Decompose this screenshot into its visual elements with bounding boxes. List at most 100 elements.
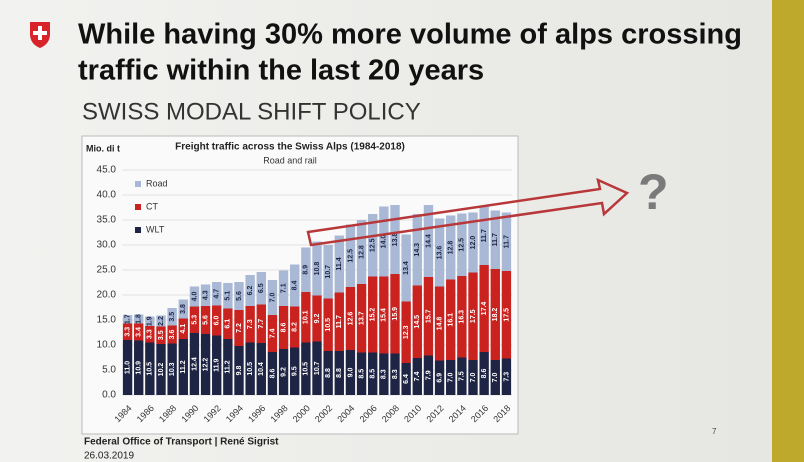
data-label: 10.2 xyxy=(158,363,165,377)
data-label: 8.6 xyxy=(269,369,276,379)
data-label: 7.0 xyxy=(269,293,276,303)
data-label: 14.3 xyxy=(414,243,421,257)
data-label: 13.7 xyxy=(358,311,365,325)
data-label: 10.8 xyxy=(314,262,321,276)
subtitle: SWISS MODAL SHIFT POLICY xyxy=(82,98,421,125)
data-label: 12.4 xyxy=(191,357,198,371)
data-label: 2.2 xyxy=(158,316,165,326)
data-label: 7.7 xyxy=(258,319,265,329)
data-label: 6.9 xyxy=(436,373,443,383)
data-label: 5.6 xyxy=(236,291,243,301)
data-label: 13.4 xyxy=(403,261,410,275)
footer-source: Federal Office of Transport | René Sigri… xyxy=(84,437,279,448)
data-label: 1.8 xyxy=(136,314,143,324)
data-label: 11.7 xyxy=(492,233,499,246)
data-label: 12.0 xyxy=(470,236,477,250)
y-tick-label: 35.0 xyxy=(97,215,117,226)
data-label: 18.2 xyxy=(492,308,499,322)
data-label: 9.2 xyxy=(314,314,321,324)
data-label: 15.7 xyxy=(425,309,432,323)
data-label: 13.8 xyxy=(392,233,399,247)
wall xyxy=(772,0,804,462)
data-label: 1.9 xyxy=(147,316,154,326)
legend-label: Road xyxy=(146,178,168,188)
data-label: 4.1 xyxy=(180,324,187,334)
chart-subtitle: Road and rail xyxy=(263,155,317,165)
data-label: 7.0 xyxy=(470,373,477,383)
y-axis-label: Mio. di t xyxy=(86,143,120,153)
data-label: 11.7 xyxy=(336,315,343,328)
data-label: 17.4 xyxy=(481,302,488,316)
y-tick-label: 5.0 xyxy=(102,365,116,376)
data-label: 3.8 xyxy=(180,304,187,314)
data-label: 3.6 xyxy=(169,330,176,340)
data-label: 7.9 xyxy=(425,370,432,380)
data-label: 10.9 xyxy=(136,361,143,375)
data-label: 7.4 xyxy=(414,372,421,382)
data-label: 10.7 xyxy=(325,265,332,279)
data-label: 8.4 xyxy=(292,281,299,291)
data-label: 12.8 xyxy=(448,241,455,255)
y-tick-label: 20.0 xyxy=(97,290,117,301)
data-label: 3.5 xyxy=(169,312,176,322)
data-label: 14.8 xyxy=(436,317,443,331)
data-label: 7.4 xyxy=(269,329,276,339)
data-label: 8.6 xyxy=(280,323,287,333)
annotation: ? xyxy=(638,164,669,220)
data-label: 16.3 xyxy=(459,310,466,324)
data-label: 7.5 xyxy=(459,371,466,381)
data-label: 8.6 xyxy=(481,369,488,379)
data-label: 7.2 xyxy=(236,323,243,333)
y-tick-label: 10.0 xyxy=(97,340,117,351)
data-label: 10.3 xyxy=(169,362,176,376)
data-label: 4.3 xyxy=(202,290,209,300)
data-label: 10.5 xyxy=(303,362,310,376)
data-label: 6.4 xyxy=(403,374,410,384)
data-label: 8.3 xyxy=(381,369,388,379)
data-label: 8.9 xyxy=(303,265,310,275)
data-label: 10.5 xyxy=(325,318,332,332)
data-label: 6.2 xyxy=(247,286,254,296)
legend-label: WLT xyxy=(146,224,165,234)
data-label: 10.5 xyxy=(147,362,154,376)
page-number: 7 xyxy=(712,427,717,436)
data-label: 11.7 xyxy=(503,235,510,248)
data-label: 14.5 xyxy=(414,315,421,329)
data-label: 12.2 xyxy=(202,358,209,372)
data-label: 8.5 xyxy=(370,369,377,379)
data-label: 10.5 xyxy=(247,362,254,376)
data-label: 6.0 xyxy=(214,316,221,326)
data-label: 3.3 xyxy=(147,329,154,339)
data-label: 7.3 xyxy=(247,319,254,329)
data-label: 6.5 xyxy=(258,283,265,293)
y-tick-label: 25.0 xyxy=(97,265,117,276)
legend-swatch xyxy=(135,181,141,187)
slide: While having 30% more volume of alps cro… xyxy=(0,0,804,462)
data-label: 11.7 xyxy=(481,229,488,242)
data-label: 7.0 xyxy=(448,373,455,383)
data-label: 12.3 xyxy=(403,325,410,339)
data-label: 15.2 xyxy=(370,308,377,322)
data-label: 4.0 xyxy=(191,292,198,302)
title-line: While having 30% more volume of alps cro… xyxy=(78,19,742,51)
data-label: 9.5 xyxy=(292,366,299,376)
page: While having 30% more volume of alps cro… xyxy=(0,0,804,462)
data-label: 5.1 xyxy=(225,291,232,301)
data-label: 11.9 xyxy=(214,359,221,372)
data-label: 7.1 xyxy=(280,283,287,293)
data-label: 6.1 xyxy=(225,319,232,329)
y-tick-label: 15.0 xyxy=(97,315,117,326)
data-label: 14.4 xyxy=(425,234,432,248)
legend-swatch xyxy=(135,227,141,233)
data-label: 12.5 xyxy=(459,238,466,252)
y-tick-label: 30.0 xyxy=(97,240,117,251)
data-label: 8.5 xyxy=(358,369,365,379)
data-label: 8.3 xyxy=(392,369,399,379)
chart-title: Freight traffic across the Swiss Alps (1… xyxy=(175,142,405,153)
data-label: 5.6 xyxy=(202,315,209,325)
data-label: 3.3 xyxy=(124,327,131,337)
data-label: 13.6 xyxy=(436,246,443,260)
data-label: 8.2 xyxy=(292,322,299,332)
data-label: 11.0 xyxy=(124,361,131,374)
data-label: 12.5 xyxy=(347,249,354,263)
